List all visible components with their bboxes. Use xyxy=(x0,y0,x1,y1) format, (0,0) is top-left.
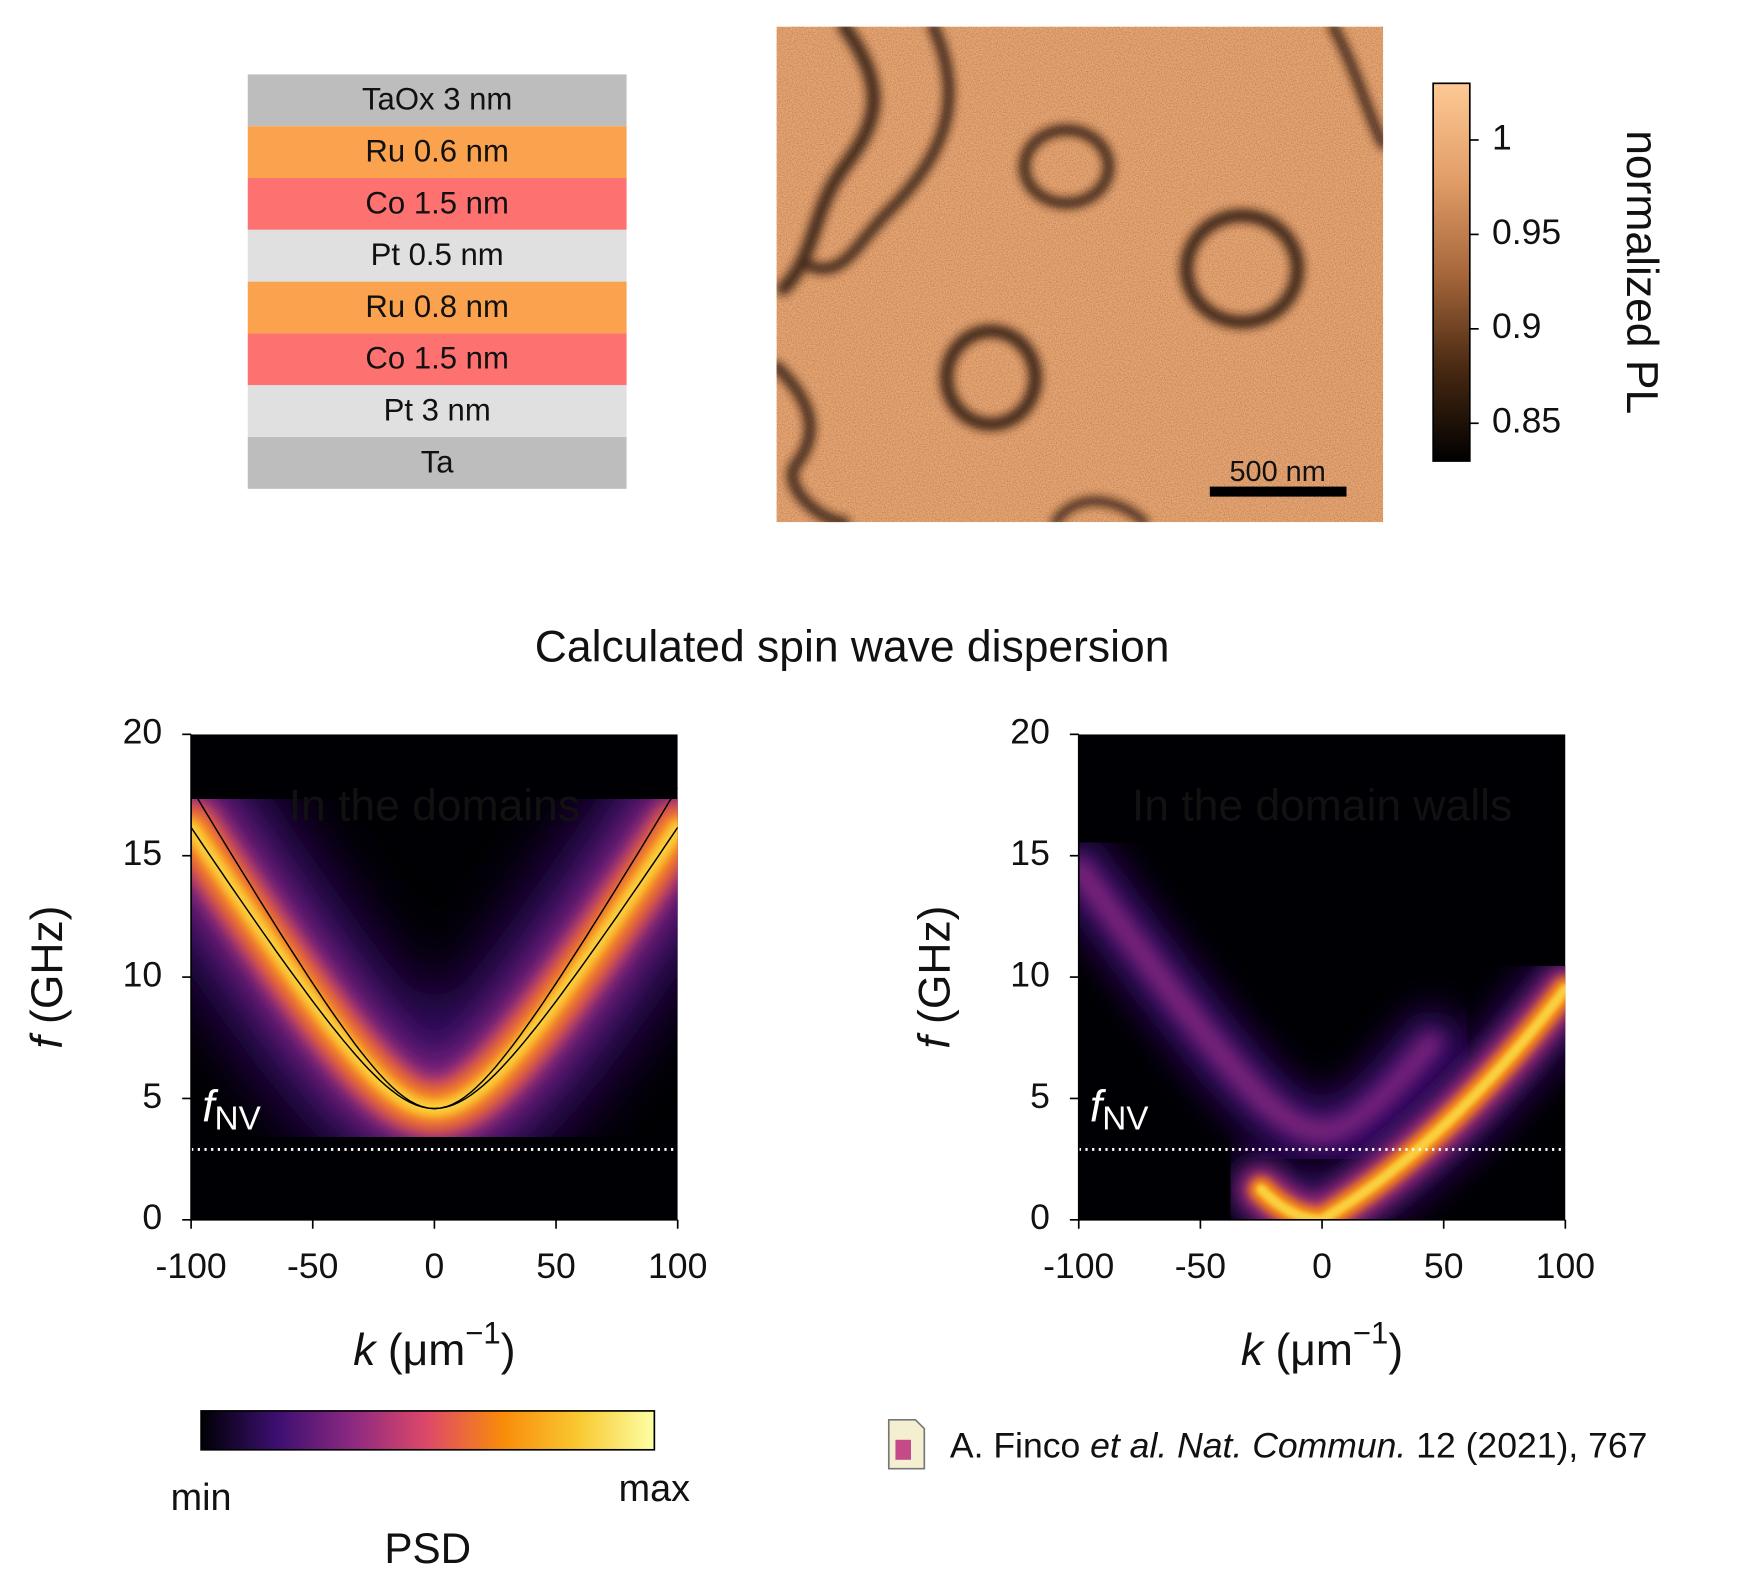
y-tick-label: 20 xyxy=(123,712,163,752)
colorbar-tick-label: 0.95 xyxy=(1492,212,1561,252)
layer-label: Ru 0.8 nm xyxy=(365,289,508,324)
f-nv-subscript: NV xyxy=(1102,1100,1149,1137)
y-tick-label: 20 xyxy=(1010,712,1050,752)
colorbar-label: PSD xyxy=(384,1525,471,1572)
colorbar-label: normalized PL xyxy=(1617,130,1666,414)
x-tick-label: -50 xyxy=(1175,1246,1226,1286)
x-tick-label: 100 xyxy=(1536,1246,1595,1286)
figure: TaOx 3 nm Ru 0.6 nm Co 1.5 nm Pt 0.5 nm Ru 0… xyxy=(0,0,1742,1572)
panel-annotation: In the domains xyxy=(289,782,580,831)
f-nv-subscript: NV xyxy=(215,1100,262,1137)
svg-text:A. Finco et al. Nat. Commun. 1: A. Finco et al. Nat. Commun. 12 (2021), … xyxy=(950,1426,1648,1466)
x-tick-label: 0 xyxy=(1312,1246,1332,1286)
y-tick-label: 5 xyxy=(142,1076,162,1116)
x-label-exponent: −1 xyxy=(1353,1316,1388,1351)
page: TaOx 3 nm Ru 0.6 nm Co 1.5 nm Pt 0.5 nm Ru 0… xyxy=(0,0,1742,1572)
layer-stack: TaOx 3 nm Ru 0.6 nm Co 1.5 nm Pt 0.5 nm Ru 0… xyxy=(248,74,627,488)
x-label-unit: (μm xyxy=(1276,1326,1353,1375)
svg-text:f (GHz): f (GHz) xyxy=(23,906,72,1049)
layer-label: Pt 0.5 nm xyxy=(371,237,504,272)
x-tick-label: 50 xyxy=(1424,1246,1464,1286)
x-label-symbol: k xyxy=(1241,1326,1266,1375)
svg-text:k (μm−1): k (μm−1) xyxy=(353,1316,515,1375)
figure-title: Calculated spin wave dispersion xyxy=(535,623,1170,672)
y-tick-label: 0 xyxy=(142,1197,162,1237)
x-tick-label: 0 xyxy=(425,1246,445,1286)
ref-details: 12 (2021), 767 xyxy=(1416,1426,1647,1466)
x-tick-label: 50 xyxy=(536,1246,576,1286)
x-tick-label: 100 xyxy=(648,1246,707,1286)
colorbar xyxy=(1433,83,1470,461)
colorbar-tick-label: 0.85 xyxy=(1492,401,1561,441)
y-tick-label: 15 xyxy=(123,833,163,873)
x-tick-label: -100 xyxy=(156,1246,227,1286)
layer-label: TaOx 3 nm xyxy=(362,82,512,117)
ref-authors: A. Finco xyxy=(950,1426,1080,1466)
x-label-exponent: −1 xyxy=(465,1316,500,1351)
colorbar-tick-label: 0.9 xyxy=(1492,306,1541,346)
colorbar xyxy=(201,1411,654,1450)
y-label-unit: (GHz) xyxy=(910,906,959,1024)
layer-label: Ta xyxy=(421,444,455,479)
panel-annotation: In the domain walls xyxy=(1132,782,1512,831)
x-label-close: ) xyxy=(1388,1326,1403,1375)
colorbar-min-label: min xyxy=(171,1477,232,1519)
svg-text:k (μm−1): k (μm−1) xyxy=(1241,1316,1403,1375)
colorbar-tick-label: 1 xyxy=(1492,117,1512,157)
y-tick-label: 0 xyxy=(1030,1197,1050,1237)
svg-text:f (GHz): f (GHz) xyxy=(910,906,959,1049)
scale-bar xyxy=(1210,487,1347,497)
y-tick-label: 10 xyxy=(123,954,163,994)
reference: A. Finco et al. Nat. Commun. 12 (2021), … xyxy=(889,1420,1648,1469)
y-tick-label: 15 xyxy=(1010,833,1050,873)
y-label-unit: (GHz) xyxy=(23,906,72,1024)
ref-journal: Nat. Commun. xyxy=(1177,1426,1406,1466)
x-tick-label: -50 xyxy=(287,1246,338,1286)
y-tick-label: 5 xyxy=(1030,1076,1050,1116)
x-label-close: ) xyxy=(501,1326,516,1375)
y-label-symbol: f xyxy=(910,1032,959,1049)
pl-map: 500 nm xyxy=(777,27,1384,522)
y-label-symbol: f xyxy=(23,1032,72,1049)
scale-bar-label: 500 nm xyxy=(1229,456,1325,488)
layer-label: Co 1.5 nm xyxy=(365,341,508,376)
x-label-symbol: k xyxy=(353,1326,378,1375)
layer-label: Pt 3 nm xyxy=(384,392,491,427)
colorbar-max-label: max xyxy=(619,1468,690,1510)
x-label-unit: (μm xyxy=(388,1326,465,1375)
x-tick-label: -100 xyxy=(1043,1246,1114,1286)
y-tick-label: 10 xyxy=(1010,954,1050,994)
layer-label: Ru 0.6 nm xyxy=(365,133,508,168)
ref-etal: et al. xyxy=(1090,1426,1167,1466)
layer-label: Co 1.5 nm xyxy=(365,185,508,220)
